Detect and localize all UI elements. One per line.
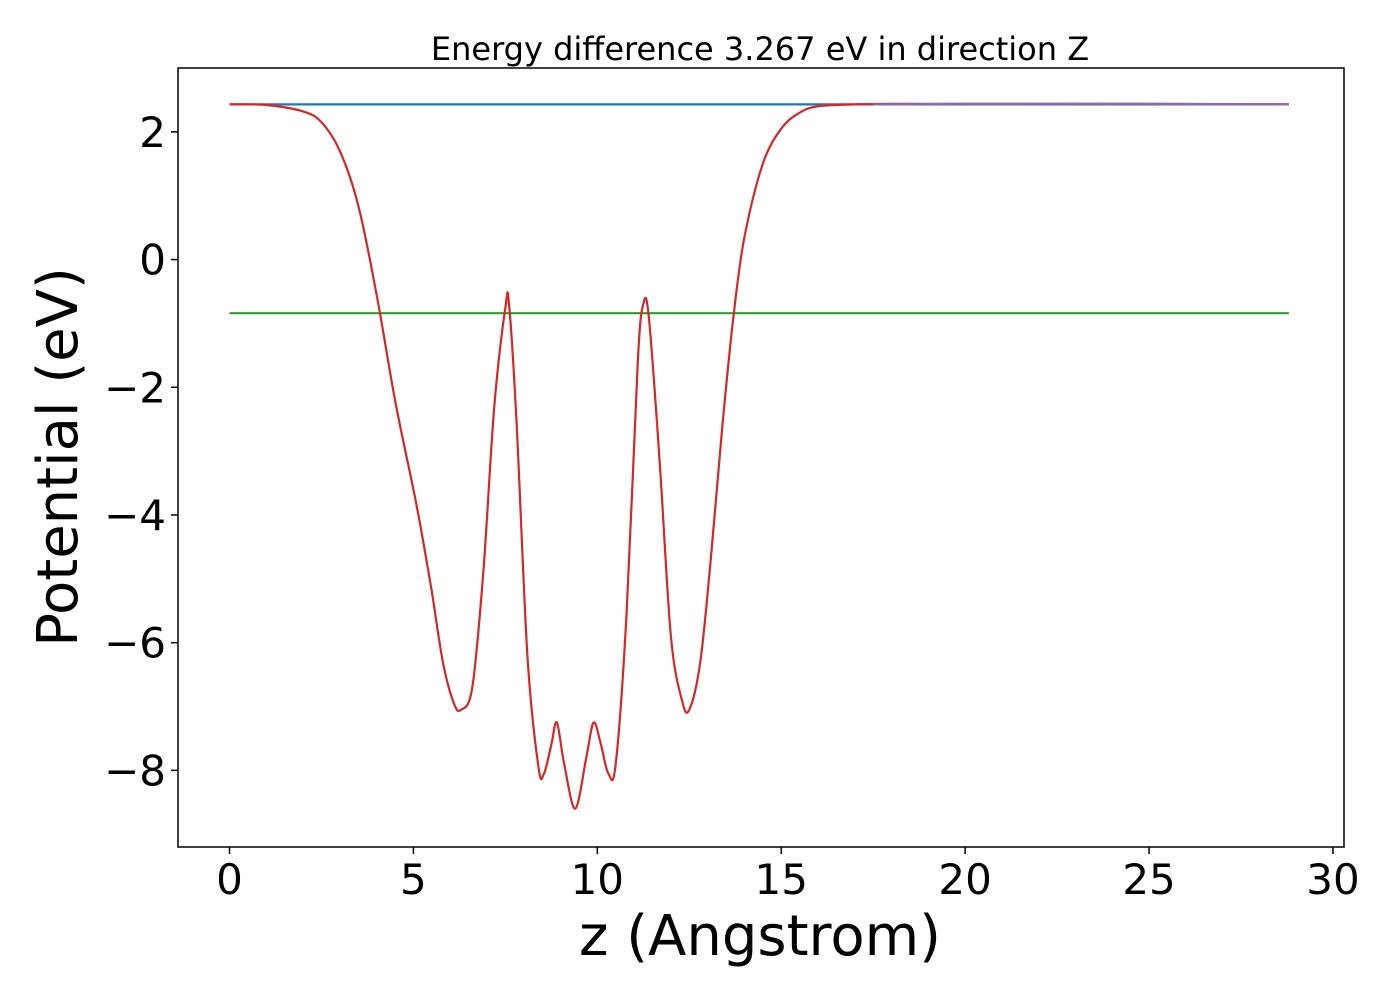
- y-tick-label: −6: [104, 619, 166, 668]
- series-line-3: [873, 102, 1289, 106]
- x-axis-ticks: 0 5 10 15 20 25 30: [216, 847, 1360, 904]
- y-tick-label: −8: [104, 746, 166, 795]
- y-axis-label: Potential (eV): [26, 267, 91, 647]
- x-tick-label: 15: [755, 855, 808, 904]
- series-layer: [229, 102, 1289, 810]
- y-tick-label: −4: [104, 491, 166, 540]
- x-tick-label: 30: [1306, 855, 1359, 904]
- x-tick-label: 5: [400, 855, 427, 904]
- x-tick-label: 25: [1122, 855, 1175, 904]
- x-tick-label: 10: [571, 855, 624, 904]
- x-axis-label: z (Angstrom): [579, 904, 941, 969]
- series-line-2: [229, 102, 1289, 810]
- x-tick-label: 20: [938, 855, 991, 904]
- y-axis-ticks: 2 0 −2 −4 −6 −8: [104, 108, 178, 795]
- y-tick-label: −2: [104, 363, 166, 412]
- plot-frame: [177, 67, 1345, 848]
- y-tick-label: 0: [139, 236, 166, 285]
- x-tick-label: 0: [216, 855, 243, 904]
- y-tick-label: 2: [139, 108, 166, 157]
- chart-title: Energy difference 3.267 eV in direction …: [431, 30, 1089, 68]
